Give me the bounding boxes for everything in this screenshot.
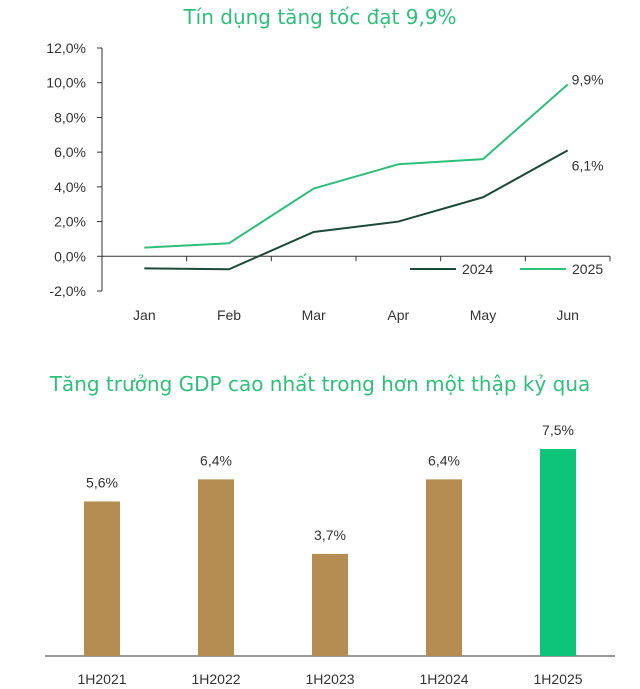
x-tick-label: Feb [217,307,241,323]
bar-category-label: 1H2023 [305,671,354,687]
y-tick-label: 2,0% [54,214,86,230]
end-value-label-2025: 9,9% [572,71,604,87]
legend-label-2025: 2025 [572,261,603,277]
bar-category-label: 1H2024 [419,671,468,687]
x-tick-label: Apr [387,307,409,323]
bar-category-label: 1H2025 [533,671,582,687]
series-line-2025 [144,83,569,249]
y-tick-label: 6,0% [54,144,86,160]
y-tick-label: 8,0% [54,109,86,125]
end-value-label-2024: 6,1% [572,157,604,173]
series-line-2024 [144,149,569,271]
bar-1H2023 [312,553,348,656]
bar-value-label: 5,6% [86,474,118,490]
bar-value-label: 6,4% [428,452,460,468]
bar-category-label: 1H2021 [77,671,126,687]
bar-value-label: 3,7% [314,527,346,543]
bar-value-label: 6,4% [200,452,232,468]
bar-category-label: 1H2022 [191,671,240,687]
y-tick-label: 10,0% [46,75,86,91]
y-tick-label: -2,0% [49,283,86,299]
x-tick-label: May [470,307,496,323]
legend-label-2024: 2024 [462,261,493,277]
gdp-chart-title: Tăng trưởng GDP cao nhất trong hơn một t… [49,372,591,396]
y-tick-label: 0,0% [54,248,86,264]
bar-1H2021 [84,501,120,656]
x-tick-label: Jan [133,307,156,323]
bar-1H2022 [198,479,234,656]
credit-chart-title: Tín dụng tăng tốc đạt 9,9% [183,5,457,29]
y-tick-label: 4,0% [54,179,86,195]
credit-line-chart: 12,0% 10,0% 8,0% 6,0% 4,0% 2,0% 0,0% -2,0% Jan Fe… [46,40,611,323]
bar-1H2025 [540,449,576,656]
bar-1H2024 [426,479,462,656]
bar-value-label: 7,5% [542,422,574,438]
x-tick-label: Jun [556,307,579,323]
y-tick-label: 12,0% [46,40,86,56]
x-tick-label: Mar [302,307,326,323]
